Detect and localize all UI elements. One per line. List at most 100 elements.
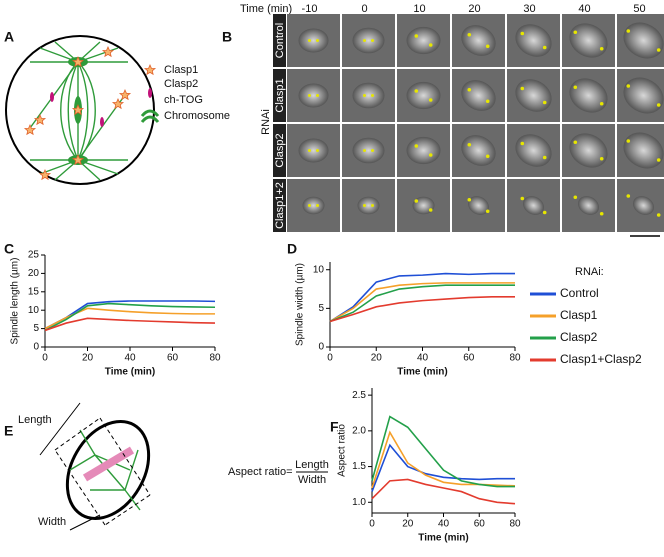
time-tick: 30 — [523, 3, 535, 15]
pole — [316, 39, 319, 42]
y-tick-label: 1.5 — [352, 461, 366, 472]
pole — [467, 87, 472, 92]
x-tick-label: 20 — [82, 353, 94, 364]
pole — [485, 209, 490, 214]
legend-label: Chromosome — [164, 110, 230, 122]
pole — [428, 98, 433, 102]
series-line — [329, 284, 515, 323]
x-tick-label: 80 — [509, 353, 521, 364]
y-axis-label: Spindle length (µm) — [10, 258, 21, 345]
time-tick: -10 — [302, 3, 318, 15]
pole — [656, 158, 661, 162]
pole — [371, 39, 374, 42]
pole — [363, 94, 366, 97]
aspect-diagram — [39, 402, 151, 531]
y-tick-label: 2.5 — [352, 390, 366, 401]
y-tick-label: 0 — [33, 342, 39, 353]
pole — [467, 142, 472, 147]
pole — [599, 46, 604, 51]
cell — [623, 132, 664, 169]
x-tick-label: 80 — [509, 519, 521, 530]
pole — [371, 94, 374, 97]
series-line — [371, 430, 516, 489]
x-tick-label: 80 — [209, 353, 221, 364]
series-line — [371, 415, 515, 488]
pole — [308, 149, 311, 152]
cell — [352, 27, 385, 54]
cell — [352, 137, 385, 164]
pole — [485, 44, 490, 49]
cell — [623, 22, 664, 59]
pole — [656, 48, 661, 52]
pole — [371, 204, 374, 207]
legend-label: Clasp1+Clasp2 — [560, 352, 642, 366]
cell — [468, 196, 489, 215]
pole — [626, 84, 631, 88]
row-label: Clasp1+2 — [274, 182, 286, 229]
pole — [363, 204, 366, 207]
panel-label: C — [4, 241, 14, 257]
x-tick-label: 20 — [402, 519, 414, 530]
pole — [542, 210, 547, 215]
x-tick-label: 60 — [474, 519, 486, 530]
pole — [428, 208, 433, 212]
pole — [316, 204, 319, 207]
row-bar — [273, 14, 286, 67]
panel-label: F — [330, 419, 339, 435]
series-line — [329, 272, 515, 323]
time-tick: 20 — [468, 3, 480, 15]
x-tick-label: 60 — [463, 353, 475, 364]
time-tick: 50 — [633, 3, 645, 15]
cell — [569, 133, 608, 168]
pole — [656, 213, 661, 217]
cell — [357, 196, 380, 215]
cell — [352, 82, 385, 109]
time-tick: 40 — [578, 3, 590, 15]
series-line — [44, 307, 215, 330]
pole — [520, 31, 525, 36]
pole — [363, 149, 366, 152]
legend-label: ch-TOG — [164, 94, 203, 106]
series-line — [329, 295, 515, 323]
pole — [542, 155, 547, 160]
cell — [578, 196, 599, 215]
legend-label: Clasp2 — [164, 78, 198, 90]
legend-title: RNAi: — [575, 266, 604, 278]
x-tick-label: 40 — [417, 353, 429, 364]
y-tick-label: 10 — [28, 305, 40, 316]
x-axis-label: Time (min) — [397, 367, 447, 378]
side-label: RNAi — [260, 109, 272, 135]
cell — [623, 77, 664, 114]
pole — [467, 32, 472, 37]
panel-label: D — [287, 241, 297, 257]
pole — [626, 194, 631, 198]
length-label: Length — [18, 414, 52, 426]
time-label: Time (min) — [240, 3, 292, 15]
cell — [461, 80, 496, 111]
cell — [302, 196, 325, 215]
pole — [428, 43, 433, 47]
pole — [485, 154, 490, 159]
pole — [542, 100, 547, 105]
panel-label: A — [4, 29, 14, 45]
row-label: Clasp1 — [274, 78, 286, 112]
pole — [626, 139, 631, 143]
pole — [308, 94, 311, 97]
pole — [520, 86, 525, 91]
pole — [573, 140, 578, 145]
pole — [428, 153, 433, 157]
pole — [599, 211, 604, 216]
pole — [485, 99, 490, 104]
pole — [599, 101, 604, 106]
row-bar — [273, 179, 286, 232]
legend-label: Clasp1 — [560, 308, 598, 322]
x-tick-label: 0 — [327, 353, 333, 364]
legend-label: Control — [560, 286, 599, 300]
pole — [467, 197, 472, 202]
pole — [308, 39, 311, 42]
y-tick-label: 5 — [318, 303, 324, 314]
y-tick-label: 1.0 — [352, 497, 366, 508]
pole — [308, 204, 311, 207]
row-label: Control — [274, 23, 286, 58]
